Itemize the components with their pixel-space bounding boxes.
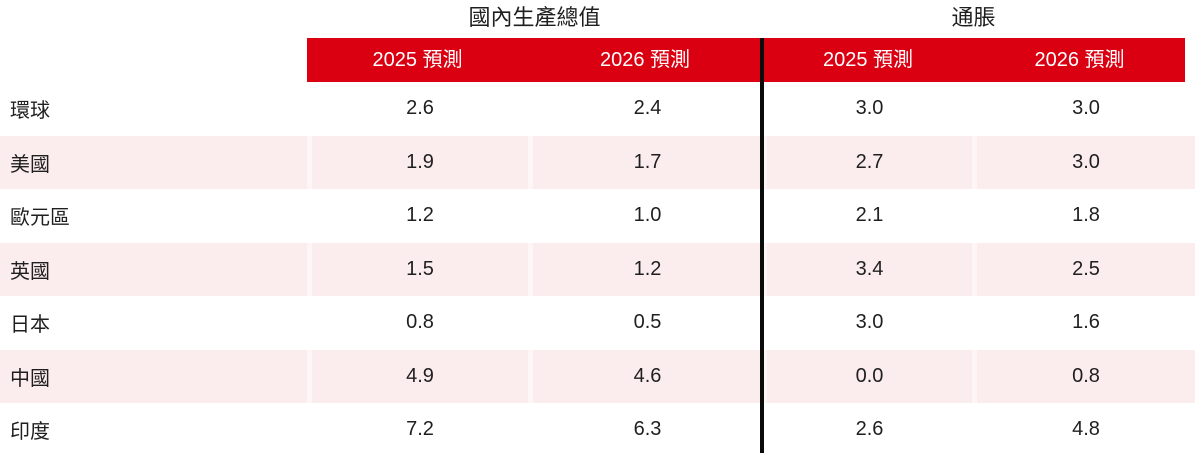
row-label: 環球 (10, 100, 50, 123)
cell-gdp-2026: 0.5 (633, 311, 662, 333)
row-label: 歐元區 (10, 207, 70, 230)
table-row-japan: 日本 0.8 0.5 3.0 1.6 (0, 296, 1195, 350)
cell-inflation-2025: 2.6 (855, 418, 884, 440)
cell-gdp-2025: 0.8 (406, 311, 434, 333)
cell-inflation-2025: 2.7 (762, 135, 972, 189)
section-title-inflation: 通脹 (951, 5, 996, 30)
table-row-india: 印度 7.2 6.3 2.6 4.8 (0, 403, 1195, 457)
table-row-eurozone: 歐元區 1.2 1.0 2.1 1.8 (0, 189, 1195, 243)
cell-inflation-2026: 1.8 (1072, 204, 1100, 226)
row-label: 中國 (10, 367, 50, 390)
cell-inflation-2026: 0.8 (972, 349, 1195, 403)
row-label: 日本 (10, 314, 50, 337)
section-title-gdp: 國內生產總值 (468, 5, 601, 30)
cell-gdp-2026: 4.6 (528, 349, 762, 403)
cell-inflation-2025: 3.0 (855, 97, 884, 119)
cell-inflation-2026: 4.8 (1072, 418, 1100, 440)
cell-inflation-2026: 2.5 (972, 242, 1195, 296)
cell-gdp-2025: 1.5 (307, 242, 528, 296)
cell-gdp-2025: 4.9 (307, 349, 528, 403)
cell-inflation-2026: 3.0 (1072, 97, 1100, 119)
cell-inflation-2026: 3.0 (972, 135, 1195, 189)
row-label: 英國 (10, 260, 50, 283)
row-label: 美國 (10, 153, 50, 176)
column-header-gdp-2025: 2025 預測 (372, 49, 463, 71)
cell-gdp-2025: 7.2 (406, 418, 434, 440)
column-header-inflation-2025: 2025 預測 (822, 49, 914, 71)
cell-gdp-2025: 1.9 (307, 135, 528, 189)
cell-gdp-2025: 1.2 (406, 204, 434, 226)
column-header-gdp-2026: 2026 預測 (599, 49, 691, 71)
cell-inflation-2025: 3.0 (855, 311, 884, 333)
cell-inflation-2025: 0.0 (762, 349, 972, 403)
column-header-inflation-2026: 2026 預測 (1034, 49, 1125, 71)
table-row-global: 環球 2.6 2.4 3.0 3.0 (0, 82, 1195, 136)
table-row-us: 美國 1.9 1.7 2.7 3.0 (0, 135, 1195, 189)
table-row-china: 中國 4.9 4.6 0.0 0.8 (0, 349, 1195, 403)
cell-inflation-2025: 2.1 (855, 204, 884, 226)
table-row-uk: 英國 1.5 1.2 3.4 2.5 (0, 242, 1195, 296)
cell-inflation-2025: 3.4 (762, 242, 972, 296)
section-divider-line (760, 38, 764, 453)
cell-gdp-2026: 1.0 (633, 204, 662, 226)
cell-gdp-2026: 1.2 (528, 242, 762, 296)
cell-gdp-2026: 1.7 (528, 135, 762, 189)
table-header-row: 2025 預測 2026 預測 2025 預測 2026 預測 (307, 38, 1185, 82)
cell-gdp-2025: 2.6 (406, 97, 434, 119)
table-body: 環球 2.6 2.4 3.0 3.0 美國 1.9 1.7 2.7 3.0 歐元… (0, 82, 1195, 457)
cell-inflation-2026: 1.6 (1072, 311, 1100, 333)
cell-gdp-2026: 6.3 (633, 418, 662, 440)
row-label: 印度 (10, 421, 50, 444)
cell-gdp-2026: 2.4 (633, 97, 662, 119)
